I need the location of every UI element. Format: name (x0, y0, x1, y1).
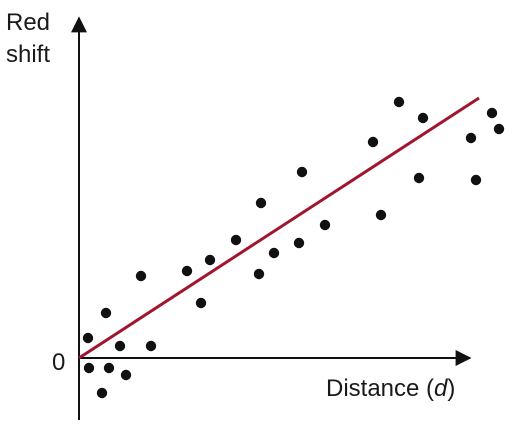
data-point (465, 132, 477, 144)
data-point (293, 237, 305, 249)
data-point (253, 268, 265, 280)
data-point (195, 297, 207, 309)
data-point (486, 107, 498, 119)
x-axis-label: Distance (d) (326, 375, 455, 402)
origin-label: 0 (52, 349, 65, 376)
x-axis-label-close: ) (447, 375, 455, 402)
data-point (375, 209, 387, 221)
data-point (83, 362, 95, 374)
data-point (204, 254, 216, 266)
x-axis-label-variable: d (434, 375, 448, 402)
data-point (114, 340, 126, 352)
data-point (367, 136, 379, 148)
data-point (268, 247, 280, 259)
data-point (413, 172, 425, 184)
x-axis-label-main: Distance ( (326, 375, 434, 402)
data-point (393, 96, 405, 108)
data-point (96, 387, 108, 399)
fit-line-layer (78, 96, 480, 360)
data-point (296, 166, 308, 178)
data-point (145, 340, 157, 352)
y-axis-label-line2: shift (6, 41, 50, 68)
data-point (120, 369, 132, 381)
fit-line (78, 96, 480, 360)
data-point (82, 332, 94, 344)
data-point (135, 270, 147, 282)
data-point (230, 234, 242, 246)
data-point (493, 123, 505, 135)
y-axis-label-line1: Red (6, 9, 50, 36)
data-points-layer (82, 96, 505, 399)
data-point (319, 219, 331, 231)
data-point (417, 112, 429, 124)
data-point (103, 362, 115, 374)
data-point (100, 307, 112, 319)
data-point (255, 197, 267, 209)
data-point (470, 174, 482, 186)
data-point (181, 265, 193, 277)
